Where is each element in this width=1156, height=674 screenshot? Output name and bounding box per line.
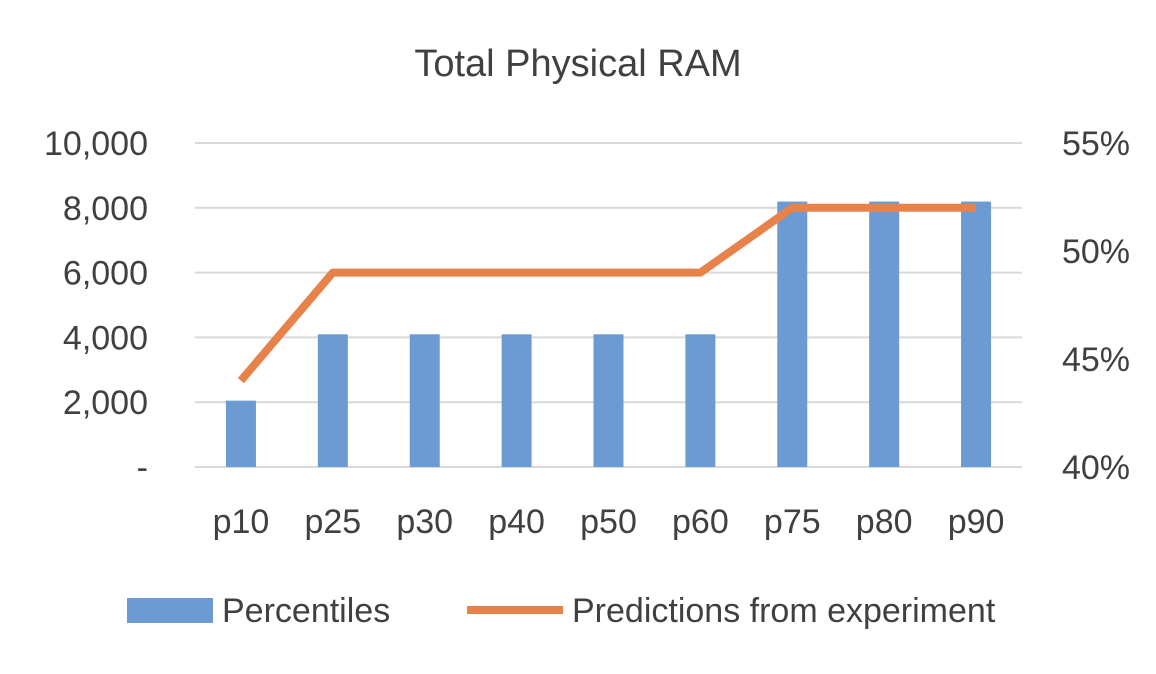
x-axis-ticks: p10 p25 p30 p40 p50 p60 p75 p80 p90 [213,503,1005,541]
x-axis-tick-label: p50 [580,503,637,541]
left-axis-tick-label: - [137,449,148,487]
line-series [237,203,977,384]
left-axis-tick-label: 4,000 [63,319,148,357]
chart-title: Total Physical RAM [414,43,741,85]
bar [869,201,900,467]
x-axis-tick-label: p75 [764,503,821,541]
bar [409,334,440,467]
right-axis-tick-label: 55% [1062,125,1130,163]
x-axis-tick-label: p90 [948,503,1005,541]
right-axis-tick-label: 45% [1062,341,1130,379]
series-line [237,203,977,384]
left-axis-tick-label: 6,000 [63,255,148,293]
legend-label: Predictions from experiment [572,592,996,630]
bar [777,201,808,467]
bar [685,334,716,467]
bar [317,334,348,467]
x-axis-tick-label: p60 [672,503,729,541]
left-axis-ticks: - 2,000 4,000 6,000 8,000 10,000 [44,125,148,487]
x-axis-tick-label: p80 [856,503,913,541]
right-axis-tick-label: 40% [1062,449,1130,487]
x-axis-tick-label: p30 [396,503,453,541]
left-axis-tick-label: 2,000 [63,384,148,422]
x-axis-tick-label: p25 [304,503,361,541]
bar [961,201,992,467]
legend-bar-swatch [127,598,213,623]
bar [593,334,624,467]
bar [501,334,532,467]
legend: Percentiles Predictions from experiment [127,592,996,630]
x-axis-tick-label: p10 [213,503,270,541]
left-axis-tick-label: 10,000 [44,125,148,163]
legend-label: Percentiles [222,592,390,630]
right-axis-tick-label: 50% [1062,233,1130,271]
left-axis-tick-label: 8,000 [63,190,148,228]
bar [225,400,256,467]
x-axis-tick-label: p40 [488,503,545,541]
right-axis-ticks: 40% 45% 50% 55% [1062,125,1130,487]
bar-series [225,201,992,467]
